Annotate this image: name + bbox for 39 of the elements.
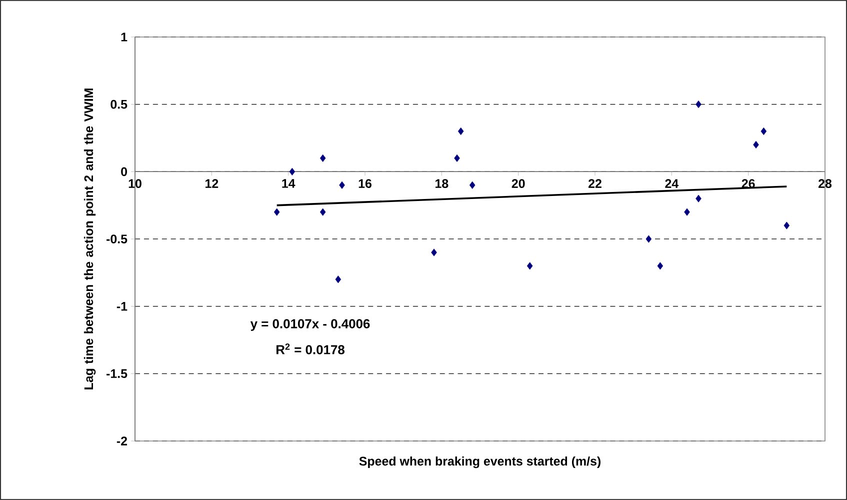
point	[431, 248, 437, 256]
point	[458, 127, 464, 136]
point	[469, 181, 476, 189]
x-tick-label: 28	[818, 179, 832, 188]
annotation: y = 0.0107x - 0.4006	[250, 319, 370, 331]
point	[320, 154, 326, 162]
y-tick-label: -1.5	[106, 369, 128, 378]
point	[684, 208, 690, 216]
point	[696, 194, 702, 202]
point	[753, 140, 759, 149]
x-tick-label: 22	[588, 179, 602, 188]
point	[454, 154, 460, 162]
point	[335, 276, 342, 284]
x-tick-label: 12	[206, 179, 218, 188]
x-tick-label: 14	[282, 179, 296, 188]
y-tick-label: -0.5	[106, 234, 128, 244]
point	[320, 208, 326, 216]
point	[784, 222, 790, 230]
x-tick-label: 20	[512, 179, 525, 188]
annotation: R$^{2}$ = 0.0178	[276, 343, 344, 354]
point	[760, 127, 767, 136]
point	[526, 262, 533, 270]
point	[274, 208, 280, 216]
y-tick-label: -1	[116, 302, 128, 311]
y-tick-label: 0.5	[110, 100, 128, 109]
y-tick-label: -2	[116, 436, 127, 446]
point	[646, 235, 652, 243]
y-tick-label: 1	[121, 32, 128, 42]
point	[339, 181, 345, 189]
x-tick-label: 10	[128, 179, 142, 188]
x-tick-label: 24	[665, 179, 679, 188]
y-tick-label: 0	[121, 167, 127, 176]
point	[696, 100, 702, 108]
point	[657, 262, 664, 270]
x-tick-label: 18	[436, 179, 448, 188]
point	[289, 168, 296, 176]
x-axis-title: Speed when braking events started (m/s)	[359, 456, 600, 468]
y-axis-title: Lag time between the action point 2 and the VWIM	[84, 88, 96, 390]
x-tick-label: 16	[358, 179, 372, 188]
